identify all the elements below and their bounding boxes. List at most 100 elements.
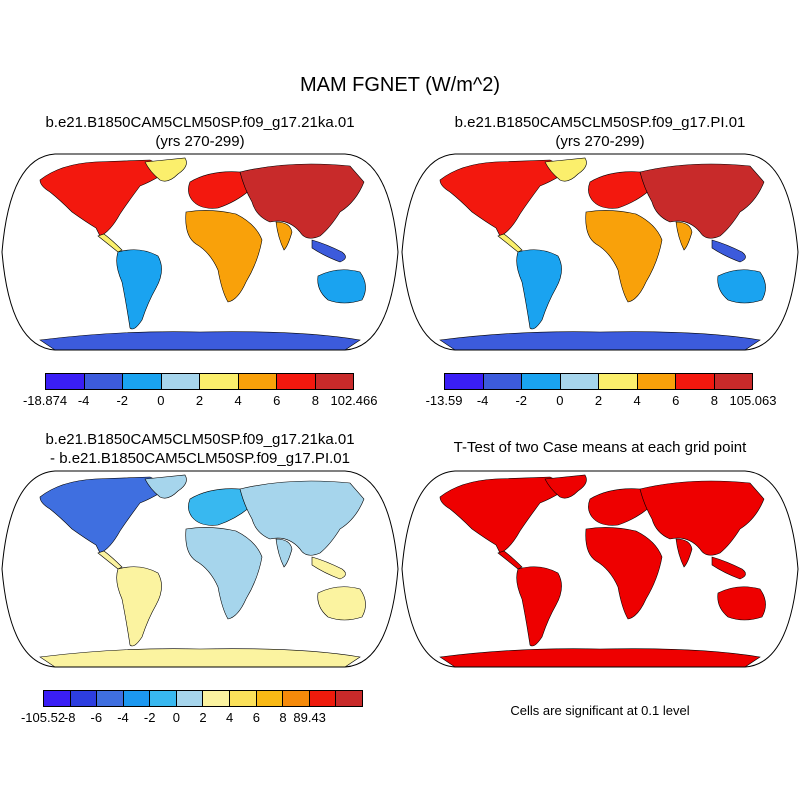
bottom-right-greenland-landmass [544,474,587,499]
top-right-samerica-landmass [516,249,562,330]
bottom-left-colorbar-swatch [283,691,310,706]
bottom-right-africa-landmass [585,527,663,620]
top-right-colorbar-tick-label: 4 [633,393,641,408]
top-right-colorbar-tick-label: 6 [672,393,680,408]
bottom-left-samerica-landmass [116,566,162,647]
top-right-colorbar-swatch [560,374,599,389]
top-right-camerica-landmass [497,233,523,253]
top-left-seasia-landmass [311,239,346,263]
bottom-left-australia-landmass [317,586,366,621]
top-right-colorbar-tick-label: 2 [594,393,603,408]
bottom-left-title-line1: b.e21.B1850CAM5CLM50SP.f09_g17.21ka.01 [45,431,355,448]
bottom-left-colorbar-swatch [70,691,98,706]
bottom-left-map-border [1,470,399,668]
top-right-colorbar-tick-label: 0 [556,393,564,408]
bottom-left-colorbar-tick-label: -2 [143,710,156,725]
top-right-africa-landmass [585,210,663,303]
top-left-antarctica-landmass [39,331,361,350]
top-right-australia-landmass [717,269,766,304]
bottom-right-asia-landmass [639,480,765,556]
bottom-left-colorbar-tick-label: -6 [90,710,103,725]
bottom-left-seasia-landmass [311,556,346,580]
top-left-title: b.e21.B1850CAM5CLM50SP.f09_g17.21ka.01 (… [0,113,400,151]
bottom-left-greenland-landmass [144,474,187,499]
top-left-colorbar-tick-label: -18.874 [22,393,68,408]
top-left-colorbar-swatch [84,374,123,389]
bottom-right-camerica-landmass [497,550,523,570]
top-right-colorbar-swatch [714,374,752,389]
bottom-left-colorbar-swatch [309,691,337,706]
top-right-greenland-landmass [544,157,587,182]
bottom-left-colorbar-swatch [336,691,362,706]
bottom-left-colorbar-tick-label: -8 [63,710,76,725]
top-left-colorbar-swatch [200,374,239,389]
top-left-colorbar-tick-label: 6 [273,393,281,408]
bottom-left-colorbar-tick-label: 89.43 [293,710,326,725]
top-right-colorbar-tick-label: 105.063 [729,393,777,408]
top-left-colorbar-tick-label: -4 [77,393,90,408]
bottom-left-colorbar-tick-label: 8 [279,710,287,725]
top-right-colorbar-tick-label: -4 [476,393,489,408]
bottom-left-asia-landmass [239,480,365,556]
top-right-colorbar-tick-label: -13.59 [425,393,463,408]
top-right-map-border [401,153,799,351]
bottom-left-colorbar-swatch [150,691,177,706]
bottom-left-colorbar-labels: -105.52 -8 -6 -4 -2 0 2 4 6 8 89.43 [21,710,363,726]
top-right-antarctica-landmass [439,331,761,350]
top-right-colorbar-swatch [676,374,715,389]
top-right-colorbar-swatch [637,374,676,389]
bottom-left-title-line2: - b.e21.B1850CAM5CLM50SP.f09_g17.PI.01 [50,450,350,467]
top-left-colorbar-swatch [46,374,85,389]
top-left-colorbar-tick-label: -2 [116,393,129,408]
top-left-colorbar-swatch [277,374,316,389]
top-left-colorbar-tick-label: 4 [234,393,242,408]
bottom-right-antarctica-landmass [439,648,761,667]
top-left-colorbar-tick-label: 8 [311,393,319,408]
top-right-europe-landmass [588,171,651,209]
bottom-right-map-border [401,470,799,668]
top-left-title-line1: b.e21.B1850CAM5CLM50SP.f09_g17.21ka.01 [45,114,355,131]
top-left-colorbar-tick-label: 0 [157,393,165,408]
top-right-colorbar-swatch [445,374,484,389]
top-left-colorbar-labels: -18.874 -4 -2 0 2 4 6 8 102.466 [23,393,378,409]
top-left-europe-landmass [188,171,251,209]
bottom-left-colorbar-tick-label: 6 [252,710,260,725]
top-right-colorbar-swatch [522,374,561,389]
bottom-left-colorbar-tick-label: -105.52 [20,710,66,725]
top-right-title-line2: (yrs 270-299) [555,133,645,150]
bottom-left-colorbar-swatch [44,691,71,706]
top-left-colorbar-tick-label: 2 [195,393,204,408]
bottom-right-samerica-landmass [516,566,562,647]
top-right-colorbar-tick-label: 8 [710,393,718,408]
top-left-samerica-landmass [116,249,162,330]
bottom-left-camerica-landmass [97,550,123,570]
top-left-asia-landmass [239,163,365,239]
top-left-colorbar-swatch [161,374,200,389]
bottom-right-seasia-landmass [711,556,746,580]
bottom-left-colorbar [43,690,363,707]
bottom-right-map [401,470,799,668]
bottom-left-colorbar-tick-label: 2 [199,710,207,725]
bottom-left-antarctica-landmass [39,648,361,667]
bottom-left-africa-landmass [185,527,263,620]
top-right-colorbar-swatch [483,374,522,389]
top-right-colorbar-labels: -13.59 -4 -2 0 2 4 6 8 105.063 [426,393,777,409]
bottom-left-europe-landmass [188,488,251,526]
top-left-colorbar-swatch [123,374,162,389]
top-left-camerica-landmass [97,233,123,253]
top-right-colorbar [444,373,753,390]
bottom-left-colorbar-tick-label: 4 [226,710,234,725]
top-left-colorbar-swatch [315,374,353,389]
bottom-left-colorbar-swatch [97,691,124,706]
bottom-left-title: b.e21.B1850CAM5CLM50SP.f09_g17.21ka.01 -… [0,430,400,468]
bottom-left-colorbar-tick-label: 0 [172,710,180,725]
bottom-right-europe-landmass [588,488,651,526]
figure-title: MAM FGNET (W/m^2) [299,74,501,96]
top-left-australia-landmass [317,269,366,304]
bottom-left-colorbar-swatch [123,691,151,706]
bottom-left-colorbar-tick-label: -4 [117,710,129,725]
top-left-greenland-landmass [144,157,187,182]
top-left-africa-landmass [185,210,263,303]
top-left-colorbar-tick-label: 102.466 [330,393,378,408]
bottom-right-australia-landmass [717,586,766,621]
